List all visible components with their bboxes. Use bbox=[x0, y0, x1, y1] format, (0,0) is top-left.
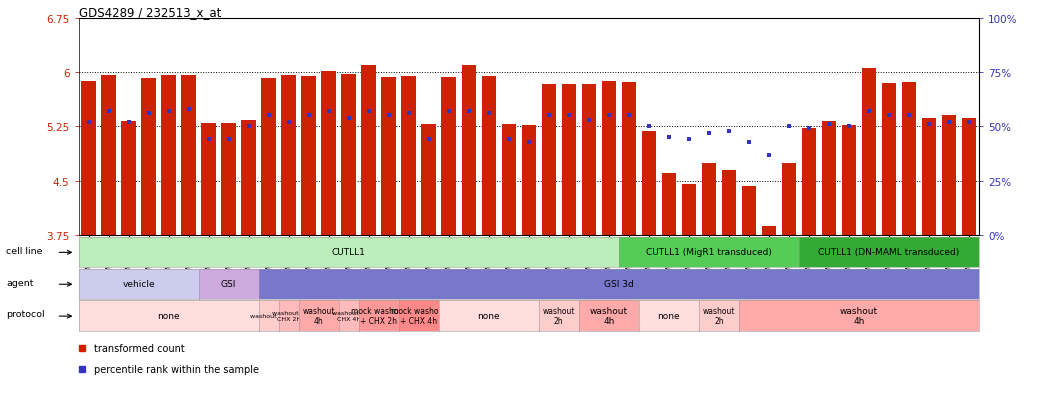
Bar bbox=[361, 66, 376, 235]
Bar bbox=[521, 126, 536, 235]
Bar bbox=[602, 82, 616, 235]
Text: washout
2h: washout 2h bbox=[542, 306, 575, 325]
Bar bbox=[422, 125, 436, 235]
Text: washout
4h: washout 4h bbox=[303, 306, 335, 325]
Text: none: none bbox=[658, 311, 681, 320]
Text: washout
4h: washout 4h bbox=[840, 306, 878, 325]
Bar bbox=[662, 174, 676, 235]
Bar bbox=[962, 119, 976, 235]
Text: washout
2h: washout 2h bbox=[703, 306, 735, 325]
Bar bbox=[161, 76, 176, 235]
Text: mock washout
+ CHX 2h: mock washout + CHX 2h bbox=[351, 306, 406, 325]
Bar bbox=[282, 76, 296, 235]
Text: vehicle: vehicle bbox=[122, 280, 155, 288]
Text: washout
4h: washout 4h bbox=[589, 306, 628, 325]
Bar bbox=[741, 187, 756, 235]
Text: protocol: protocol bbox=[6, 310, 45, 319]
Text: none: none bbox=[477, 311, 500, 320]
Text: none: none bbox=[157, 311, 180, 320]
Bar bbox=[462, 66, 476, 235]
Text: GDS4289 / 232513_x_at: GDS4289 / 232513_x_at bbox=[79, 6, 221, 19]
Bar bbox=[401, 76, 416, 235]
Bar bbox=[822, 122, 837, 235]
Bar bbox=[581, 84, 596, 235]
Text: mock washout
+ CHX 4h: mock washout + CHX 4h bbox=[391, 306, 446, 325]
Bar bbox=[221, 123, 236, 235]
Text: washout +
CHX 4h: washout + CHX 4h bbox=[332, 311, 365, 321]
Text: CUTLL1 (MigR1 transduced): CUTLL1 (MigR1 transduced) bbox=[646, 248, 772, 256]
Bar bbox=[862, 69, 876, 235]
Text: percentile rank within the sample: percentile rank within the sample bbox=[93, 364, 259, 374]
Bar bbox=[482, 76, 496, 235]
Bar bbox=[761, 226, 776, 235]
Bar bbox=[442, 78, 455, 235]
Bar bbox=[802, 129, 816, 235]
Bar bbox=[82, 81, 95, 235]
Bar bbox=[701, 163, 716, 235]
Bar bbox=[561, 84, 576, 235]
Bar bbox=[181, 76, 196, 235]
Text: transformed count: transformed count bbox=[93, 344, 184, 354]
Text: GSI 3d: GSI 3d bbox=[604, 280, 633, 288]
Bar bbox=[782, 163, 796, 235]
Bar bbox=[201, 123, 216, 235]
Text: cell line: cell line bbox=[6, 246, 43, 255]
Text: agent: agent bbox=[6, 278, 34, 287]
Bar bbox=[901, 83, 916, 235]
Bar bbox=[102, 76, 116, 235]
Bar bbox=[141, 78, 156, 235]
Bar bbox=[262, 78, 275, 235]
Text: washout 2h: washout 2h bbox=[250, 313, 287, 318]
Bar bbox=[341, 75, 356, 235]
Bar bbox=[642, 131, 656, 235]
Text: CUTLL1: CUTLL1 bbox=[332, 248, 365, 256]
Text: washout +
CHX 2h: washout + CHX 2h bbox=[271, 311, 306, 321]
Bar bbox=[882, 84, 896, 235]
Bar bbox=[321, 72, 336, 235]
Bar bbox=[121, 122, 136, 235]
Bar bbox=[721, 171, 736, 235]
Bar bbox=[242, 121, 255, 235]
Bar bbox=[541, 84, 556, 235]
Bar bbox=[842, 126, 856, 235]
Bar bbox=[302, 76, 316, 235]
Bar bbox=[381, 78, 396, 235]
Bar bbox=[622, 83, 636, 235]
Bar bbox=[502, 125, 516, 235]
Bar bbox=[921, 119, 936, 235]
Bar bbox=[941, 116, 956, 235]
Bar bbox=[682, 185, 696, 235]
Text: CUTLL1 (DN-MAML transduced): CUTLL1 (DN-MAML transduced) bbox=[819, 248, 959, 256]
Text: GSI: GSI bbox=[221, 280, 237, 288]
